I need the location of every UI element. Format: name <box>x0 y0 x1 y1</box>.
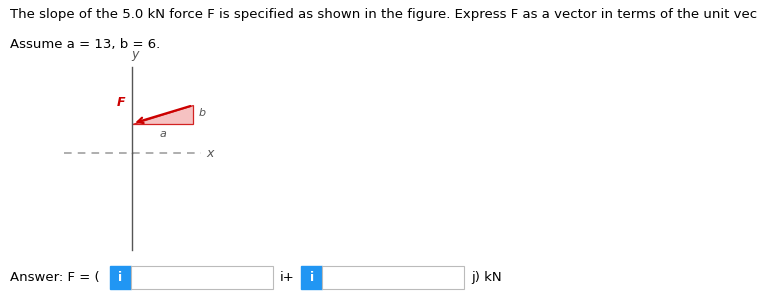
Bar <box>131 266 273 289</box>
Bar <box>110 266 131 289</box>
Text: Answer: F = (: Answer: F = ( <box>10 271 99 284</box>
Text: b: b <box>198 109 205 118</box>
Text: F: F <box>117 96 125 109</box>
Text: Assume a = 13, b = 6.: Assume a = 13, b = 6. <box>10 38 160 51</box>
Text: The slope of the 5.0 kN force F is specified as shown in the figure. Express F a: The slope of the 5.0 kN force F is speci… <box>10 8 757 21</box>
Polygon shape <box>132 105 193 124</box>
Text: i: i <box>118 271 123 284</box>
Text: y: y <box>131 48 139 61</box>
Bar <box>322 266 464 289</box>
Text: x: x <box>206 147 213 160</box>
Text: a: a <box>159 129 167 139</box>
Text: i+: i+ <box>280 271 294 284</box>
Text: i: i <box>310 271 314 284</box>
Bar <box>301 266 322 289</box>
Text: j) kN: j) kN <box>472 271 502 284</box>
